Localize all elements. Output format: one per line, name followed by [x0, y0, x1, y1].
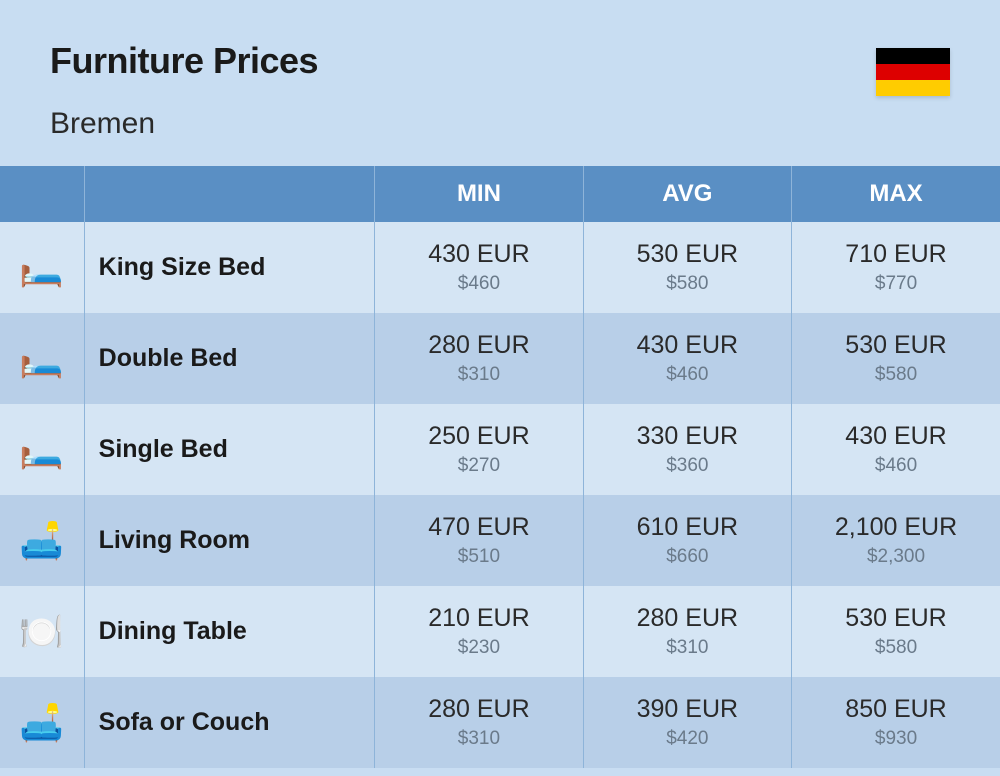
- price-min: 210 EUR $230: [375, 586, 583, 677]
- price-max: 850 EUR $930: [792, 677, 1000, 768]
- price-eur: 430 EUR: [592, 331, 783, 360]
- furniture-icon: 🛏️: [0, 313, 84, 404]
- flag-icon: [876, 48, 950, 96]
- table-row: 🛋️Sofa or Couch 280 EUR $310 390 EUR $420 850…: [0, 677, 1000, 768]
- furniture-icon: 🛏️: [0, 404, 84, 495]
- price-min: 250 EUR $270: [375, 404, 583, 495]
- title-block: Furniture Prices Bremen: [50, 40, 318, 141]
- header: Furniture Prices Bremen: [0, 0, 1000, 166]
- price-max: 710 EUR $770: [792, 222, 1000, 313]
- price-usd: $930: [800, 728, 992, 750]
- table-header-row: MIN AVG MAX: [0, 166, 1000, 222]
- flag-stripe-0: [876, 48, 950, 64]
- price-usd: $580: [592, 273, 783, 295]
- table-row: 🍽️Dining Table 210 EUR $230 280 EUR $310 530 …: [0, 586, 1000, 677]
- price-eur: 430 EUR: [800, 422, 992, 451]
- table-row: 🛋️Living Room 470 EUR $510 610 EUR $660 2,100…: [0, 495, 1000, 586]
- price-eur: 530 EUR: [592, 240, 783, 269]
- price-usd: $420: [592, 728, 783, 750]
- price-min: 470 EUR $510: [375, 495, 583, 586]
- price-eur: 530 EUR: [800, 604, 992, 633]
- price-max: 530 EUR $580: [792, 313, 1000, 404]
- price-eur: 280 EUR: [592, 604, 783, 633]
- price-eur: 470 EUR: [383, 513, 574, 542]
- furniture-icon: 🛏️: [0, 222, 84, 313]
- price-avg: 390 EUR $420: [583, 677, 791, 768]
- price-eur: 250 EUR: [383, 422, 574, 451]
- table-row: 🛏️Double Bed 280 EUR $310 430 EUR $460 530 EU…: [0, 313, 1000, 404]
- price-usd: $770: [800, 273, 992, 295]
- price-usd: $310: [383, 728, 574, 750]
- header-avg: AVG: [583, 166, 791, 222]
- price-avg: 430 EUR $460: [583, 313, 791, 404]
- price-usd: $310: [592, 637, 783, 659]
- price-usd: $580: [800, 637, 992, 659]
- price-usd: $460: [592, 364, 783, 386]
- header-max: MAX: [792, 166, 1000, 222]
- price-eur: 850 EUR: [800, 695, 992, 724]
- furniture-name: King Size Bed: [84, 222, 375, 313]
- price-avg: 610 EUR $660: [583, 495, 791, 586]
- flag-stripe-1: [876, 64, 950, 80]
- price-usd: $360: [592, 455, 783, 477]
- price-avg: 530 EUR $580: [583, 222, 791, 313]
- flag-stripe-2: [876, 80, 950, 96]
- furniture-name: Sofa or Couch: [84, 677, 375, 768]
- price-avg: 330 EUR $360: [583, 404, 791, 495]
- table-row: 🛏️Single Bed 250 EUR $270 330 EUR $360 430 EU…: [0, 404, 1000, 495]
- price-eur: 280 EUR: [383, 331, 574, 360]
- furniture-name: Dining Table: [84, 586, 375, 677]
- price-usd: $510: [383, 546, 574, 568]
- price-eur: 2,100 EUR: [800, 513, 992, 542]
- price-eur: 710 EUR: [800, 240, 992, 269]
- price-usd: $660: [592, 546, 783, 568]
- price-max: 530 EUR $580: [792, 586, 1000, 677]
- header-icon-col: [0, 166, 84, 222]
- price-usd: $460: [800, 455, 992, 477]
- price-eur: 610 EUR: [592, 513, 783, 542]
- furniture-name: Single Bed: [84, 404, 375, 495]
- furniture-icon: 🛋️: [0, 495, 84, 586]
- price-avg: 280 EUR $310: [583, 586, 791, 677]
- price-usd: $580: [800, 364, 992, 386]
- table-row: 🛏️King Size Bed 430 EUR $460 530 EUR $580 710…: [0, 222, 1000, 313]
- page-subtitle: Bremen: [50, 107, 318, 141]
- price-min: 280 EUR $310: [375, 677, 583, 768]
- price-usd: $230: [383, 637, 574, 659]
- furniture-name: Double Bed: [84, 313, 375, 404]
- price-min: 280 EUR $310: [375, 313, 583, 404]
- header-name-col: [84, 166, 375, 222]
- price-table: MIN AVG MAX 🛏️King Size Bed 430 EUR $460 53…: [0, 166, 1000, 768]
- price-usd: $2,300: [800, 546, 992, 568]
- price-eur: 430 EUR: [383, 240, 574, 269]
- furniture-name: Living Room: [84, 495, 375, 586]
- furniture-icon: 🛋️: [0, 677, 84, 768]
- price-eur: 210 EUR: [383, 604, 574, 633]
- price-usd: $460: [383, 273, 574, 295]
- furniture-icon: 🍽️: [0, 586, 84, 677]
- price-eur: 330 EUR: [592, 422, 783, 451]
- price-usd: $270: [383, 455, 574, 477]
- price-max: 430 EUR $460: [792, 404, 1000, 495]
- price-eur: 390 EUR: [592, 695, 783, 724]
- header-min: MIN: [375, 166, 583, 222]
- price-usd: $310: [383, 364, 574, 386]
- price-min: 430 EUR $460: [375, 222, 583, 313]
- price-eur: 530 EUR: [800, 331, 992, 360]
- price-max: 2,100 EUR $2,300: [792, 495, 1000, 586]
- price-eur: 280 EUR: [383, 695, 574, 724]
- page-title: Furniture Prices: [50, 40, 318, 82]
